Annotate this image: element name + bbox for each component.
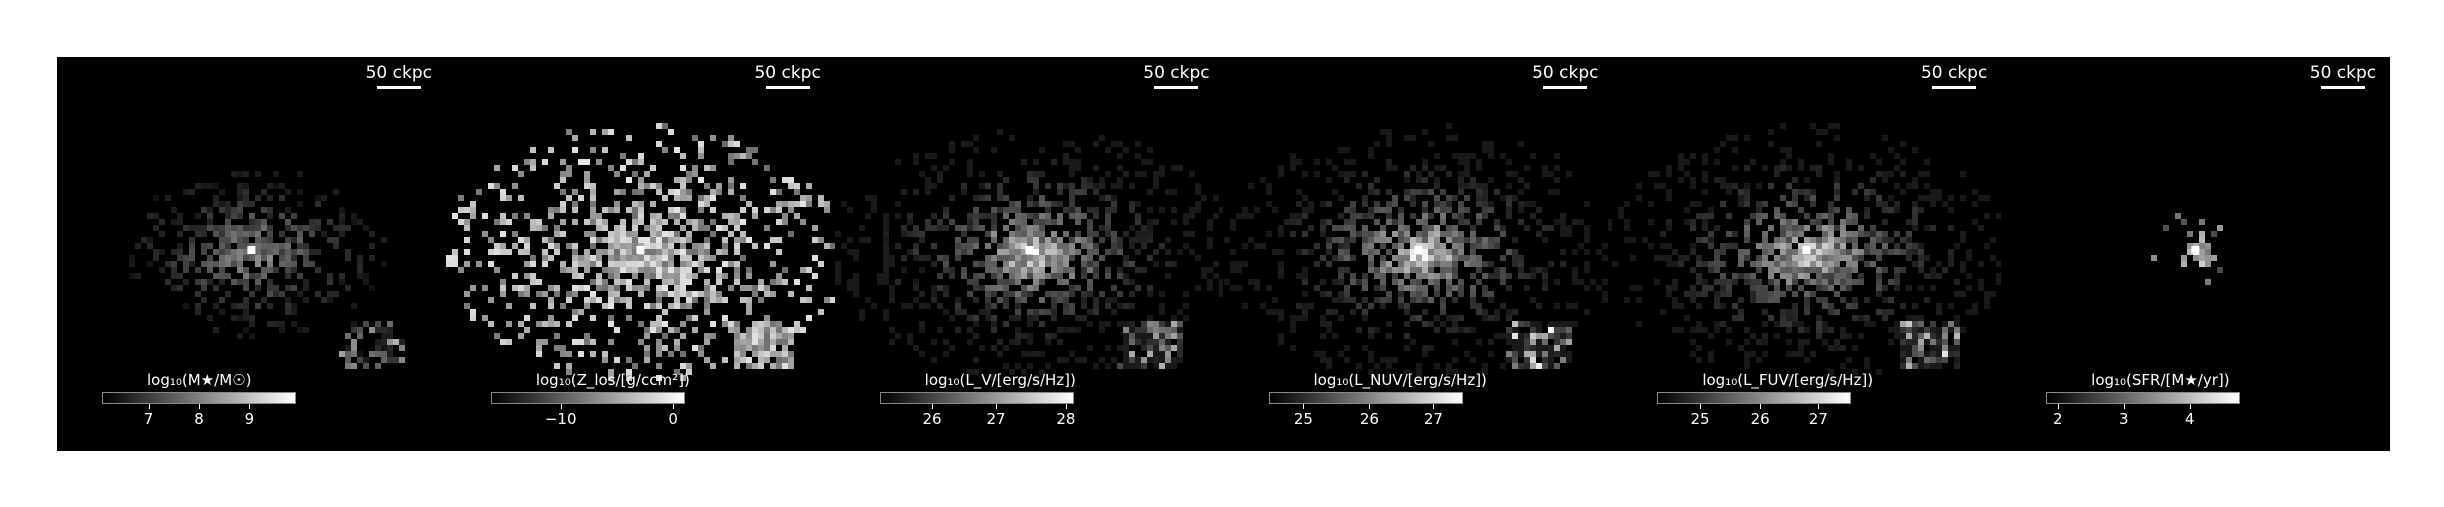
colorbar-tick	[2123, 404, 2125, 409]
colorbar-tick	[199, 404, 200, 409]
colorbar: log₁₀(M★/M☉) 7 8 9	[102, 370, 296, 428]
colorbar-tick-label: 27	[1808, 410, 1828, 428]
colorbar-label: log₁₀(M★/M☉)	[147, 371, 252, 389]
map-panel-3: 50 ckpc log₁₀(L_V/[erg/s/Hz]) 26 27 28	[834, 57, 1224, 451]
scale-bar: 50 ckpc	[1141, 63, 1211, 89]
colorbar-ticks: 26 27 28	[880, 404, 1076, 428]
colorbar: log₁₀(L_FUV/[erg/s/Hz]) 25 26 27	[1657, 370, 1874, 428]
colorbar-label: log₁₀(SFR/[M★/yr])	[2091, 371, 2230, 389]
scale-label: 50 ckpc	[2309, 63, 2377, 83]
scale-bar: 50 ckpc	[1919, 63, 1989, 89]
colorbar-tick-label: 27	[986, 410, 1006, 428]
colorbar-tick	[249, 404, 251, 409]
pixel-map	[129, 171, 405, 369]
colorbar-tick-label: 9	[244, 410, 255, 428]
colorbar-gradient	[2046, 392, 2241, 404]
colorbar-tick	[1818, 404, 1820, 409]
pixel-map	[1612, 123, 2002, 381]
colorbar-tick-label: 26	[1750, 410, 1770, 428]
map-panel-2: 50 ckpc log₁₀(Z_los/[g/ccm²]) −10 0	[445, 57, 835, 451]
scale-label: 50 ckpc	[1920, 63, 1988, 83]
colorbar-tick-label: −10	[544, 410, 577, 428]
colorbar-label: log₁₀(L_NUV/[erg/s/Hz])	[1313, 371, 1487, 389]
colorbar-tick	[2057, 404, 2059, 409]
colorbar-tick-label: 28	[1056, 410, 1076, 428]
colorbar-tick	[1303, 404, 1305, 409]
colorbar: log₁₀(L_V/[erg/s/Hz]) 26 27 28	[879, 370, 1076, 428]
colorbar-tick	[932, 404, 934, 409]
scale-bar-line	[376, 86, 421, 89]
colorbar-tick	[2189, 404, 2191, 409]
colorbar-tick	[1369, 404, 1371, 409]
map-panel-1: 50 ckpc log₁₀(M★/M☉) 7 8 9	[57, 57, 446, 451]
colorbar-tick	[1433, 404, 1435, 409]
colorbar-gradient	[879, 392, 1074, 404]
pixel-map	[834, 129, 1224, 381]
colorbar-ticks: 25 26 27	[1269, 404, 1463, 428]
colorbar-tick-label: 0	[668, 410, 678, 428]
colorbar-gradient	[1268, 392, 1463, 404]
scale-bar-line	[1543, 86, 1588, 89]
colorbar-tick-label: 8	[194, 410, 204, 428]
pixel-map	[2151, 213, 2224, 285]
colorbar-tick	[148, 404, 150, 409]
map-panel-6: 50 ckpc log₁₀(SFR/[M★/yr]) 2 3 4	[2001, 57, 2390, 451]
scale-bar-line	[1154, 86, 1199, 89]
scale-bar-line	[2320, 86, 2365, 89]
pixel-map	[445, 123, 835, 381]
colorbar-tick-label: 26	[1359, 410, 1379, 428]
colorbar-tick	[1700, 404, 1701, 409]
scale-label: 50 ckpc	[1143, 63, 1210, 83]
colorbar-tick-label: 2	[2053, 410, 2063, 428]
colorbar-tick	[996, 404, 998, 409]
colorbar-tick	[673, 404, 675, 409]
colorbar-label: log₁₀(L_FUV/[erg/s/Hz])	[1702, 371, 1874, 389]
colorbar-tick-label: 26	[922, 410, 942, 428]
colorbar-tick	[1760, 404, 1762, 409]
colorbar: log₁₀(Z_los/[g/ccm²]) −10 0	[490, 370, 690, 428]
image-strip: 50 ckpc log₁₀(M★/M☉) 7 8 9 50 ckpc log₁₀(Z_los…	[57, 57, 2390, 451]
scale-label: 50 ckpc	[365, 63, 432, 83]
colorbar-tick-label: 4	[2184, 410, 2195, 428]
colorbar: log₁₀(L_NUV/[erg/s/Hz]) 25 26 27	[1268, 370, 1487, 428]
colorbar-tick-label: 25	[1293, 410, 1313, 428]
colorbar-tick-label: 27	[1423, 410, 1443, 428]
colorbar-ticks: 7 8 9	[102, 404, 296, 428]
colorbar-ticks: 2 3 4	[2046, 404, 2240, 428]
colorbar-tick-label: 25	[1690, 410, 1710, 428]
colorbar-ticks: 25 26 27	[1657, 404, 1851, 428]
scale-bar-line	[765, 86, 810, 89]
pixel-map	[1223, 123, 1613, 381]
scale-bar: 50 ckpc	[2308, 63, 2378, 89]
map-panel-4: 50 ckpc log₁₀(L_NUV/[erg/s/Hz]) 25 26 27	[1223, 57, 1613, 451]
scale-label: 50 ckpc	[754, 63, 821, 83]
colorbar-gradient	[490, 392, 685, 404]
colorbar-tick	[1065, 404, 1067, 409]
colorbar: log₁₀(SFR/[M★/yr]) 2 3 4	[2046, 370, 2241, 428]
colorbar-gradient	[102, 392, 296, 404]
scale-bar: 50 ckpc	[753, 63, 823, 89]
colorbar-label: log₁₀(L_V/[erg/s/Hz])	[924, 371, 1076, 389]
colorbar-label: log₁₀(Z_los/[g/ccm²])	[535, 371, 690, 389]
scale-bar: 50 ckpc	[364, 63, 434, 89]
scale-bar-line	[1932, 86, 1977, 89]
map-panel-5: 50 ckpc log₁₀(L_FUV/[erg/s/Hz]) 25 26 27	[1612, 57, 2002, 451]
scale-bar: 50 ckpc	[1530, 63, 1600, 89]
colorbar-gradient	[1657, 392, 1852, 404]
colorbar-ticks: −10 0	[491, 404, 685, 428]
colorbar-tick	[560, 404, 562, 409]
colorbar-tick-label: 3	[2118, 410, 2129, 428]
colorbar-tick-label: 7	[143, 410, 154, 428]
scale-label: 50 ckpc	[1532, 63, 1599, 83]
